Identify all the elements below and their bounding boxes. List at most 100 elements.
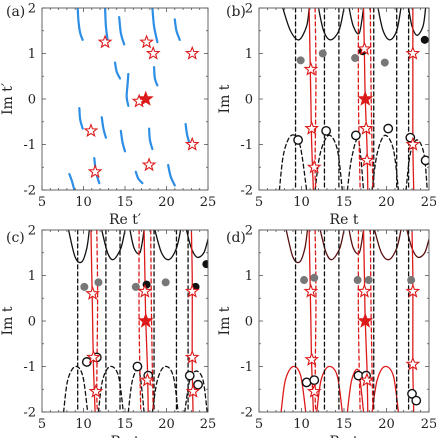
x-tick-label: 10 [75, 195, 92, 210]
y-tick-label: 2 [245, 224, 253, 239]
curve-blue-curves [76, 8, 84, 41]
panel-d: 5 10 15 20 25 -2 -1 0 1 2 Re t Im t (d) [217, 224, 436, 442]
y-tick-label: -2 [240, 406, 253, 421]
curve-black-arches-top [377, 8, 402, 41]
filled-circle-marker [351, 54, 360, 63]
y-tick-label: -2 [23, 184, 36, 199]
y-axis-label: Im t [217, 306, 233, 335]
curve-blue-curves [147, 127, 154, 151]
filled-circle-marker [161, 278, 170, 287]
curve-black-dashed-bottom [62, 365, 89, 412]
y-tick-label: 1 [28, 47, 36, 62]
open-star-marker [185, 383, 201, 398]
curve-red-dashed [314, 8, 317, 190]
curve-red-dashed [357, 230, 361, 412]
open-star-marker [359, 152, 375, 167]
filled-star-marker [357, 312, 374, 328]
panel-label: (a) [6, 4, 25, 20]
curve-black-dashed-bottom [314, 134, 343, 190]
curve-black-arches-top [317, 8, 345, 41]
curve-red-dashed [369, 8, 374, 190]
panel-c: 5 10 15 20 25 -2 -1 0 1 2 Re t Im t (c) [0, 224, 216, 442]
open-star-marker [405, 45, 421, 60]
open-star-marker [184, 349, 200, 364]
y-tick-label: 1 [28, 269, 36, 284]
curve-red-dashed [314, 230, 317, 412]
plot-frame [41, 7, 209, 191]
filled-circle-marker [364, 276, 373, 285]
curve-black-arches-top [407, 8, 427, 36]
x-tick-label: 5 [255, 417, 263, 432]
open-star-marker [86, 349, 101, 364]
y-tick-label: -1 [240, 360, 253, 375]
filled-star-marker [137, 90, 154, 106]
filled-circle-marker [420, 35, 429, 44]
curve-red-dashed [357, 8, 361, 190]
y-tick-label: -1 [23, 360, 36, 375]
panel-label: (d) [226, 230, 246, 246]
curve-blue-curves [113, 61, 122, 80]
open-star-marker [356, 41, 372, 56]
filled-circle-marker [353, 276, 362, 285]
filled-circle-marker [300, 276, 309, 285]
panel-b: 5 10 15 20 25 -2 -1 0 1 2 Re t Im t (b) [217, 2, 436, 229]
filled-circle-marker [202, 260, 208, 269]
filled-circle-marker [80, 282, 89, 291]
curve-blue-curves [167, 163, 176, 187]
x-tick-label: 10 [293, 195, 310, 210]
filled-circle-marker [310, 273, 319, 282]
open-star-marker [303, 283, 319, 298]
open-star-marker [88, 383, 104, 398]
curve-black-dashed-bottom [278, 134, 308, 190]
y-tick-label: 0 [28, 93, 36, 108]
curve-red-dashed [369, 230, 374, 412]
filled-circle-marker [131, 282, 140, 291]
open-circle-marker [132, 361, 143, 372]
open-star-marker [359, 372, 375, 387]
open-star-marker [145, 45, 161, 60]
open-circle-marker [350, 130, 361, 141]
curve-blue-curves [103, 8, 109, 41]
x-tick-label: 15 [336, 195, 353, 210]
curve-blue-curves [173, 18, 181, 41]
curve-red-solid [90, 230, 96, 412]
open-star-marker [83, 123, 99, 138]
x-tick-label: 15 [117, 195, 134, 210]
curve-blue-curves [151, 8, 159, 44]
open-circle-marker [184, 370, 195, 381]
open-circle-marker [309, 375, 320, 386]
curve-black-arches-top [67, 230, 90, 264]
curve-black-arches-top [129, 230, 145, 255]
filled-circle-marker [94, 278, 103, 287]
x-tick-label: 25 [421, 417, 436, 432]
y-tick-label: 2 [28, 2, 36, 17]
x-tick-label: 25 [200, 195, 217, 210]
x-tick-label: 5 [255, 195, 263, 210]
open-star-marker [184, 136, 200, 151]
x-axis-label: Re t [330, 434, 359, 438]
filled-circle-marker [407, 276, 416, 285]
open-star-marker [405, 283, 421, 298]
open-star-marker [137, 283, 153, 298]
x-tick-label: 5 [38, 417, 46, 432]
open-circle-marker [321, 125, 332, 136]
plot-frame [258, 7, 430, 191]
open-star-marker [304, 351, 320, 366]
curve-blue-curves [118, 16, 126, 46]
curve-dark-arches-top [319, 230, 345, 261]
filled-star-marker [357, 90, 374, 106]
filled-star-marker [137, 312, 154, 328]
curve-dark-arches-top [406, 230, 429, 259]
y-tick-label: 2 [28, 224, 36, 239]
y-tick-label: -1 [240, 138, 253, 153]
x-tick-label: 25 [421, 195, 436, 210]
x-tick-label: 20 [378, 195, 395, 210]
y-tick-label: 0 [245, 93, 253, 108]
panel-a: 5 10 15 20 25 -2 -1 0 1 2 Re t′ Im t′ (a) [0, 2, 216, 229]
curve-dark-arches-top [348, 230, 365, 255]
filled-circle-marker [296, 56, 305, 65]
y-tick-label: 0 [28, 315, 36, 330]
curve-black-arches-top [348, 8, 365, 35]
x-tick-label: 20 [158, 417, 175, 432]
open-star-marker [357, 283, 372, 298]
